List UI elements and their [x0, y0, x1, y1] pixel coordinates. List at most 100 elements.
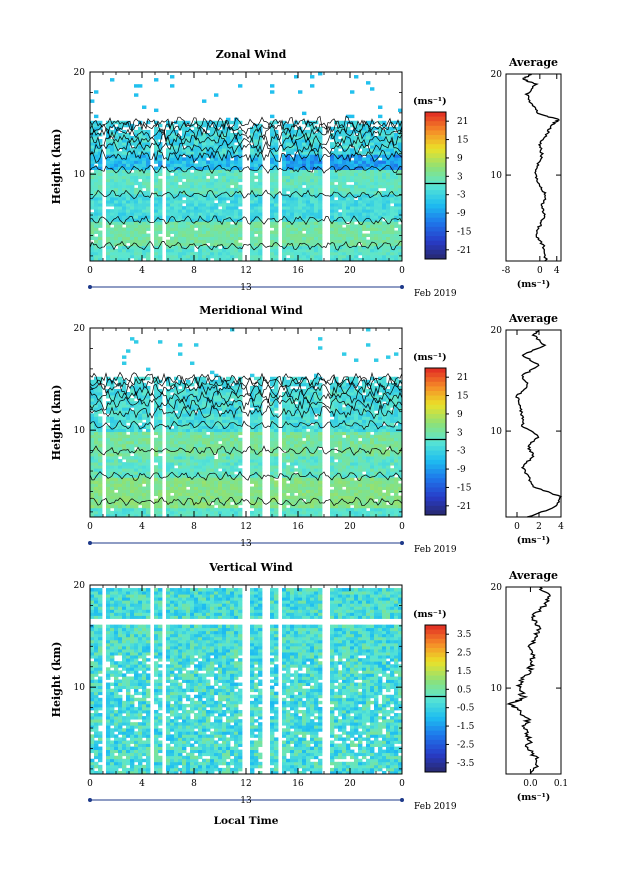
heatmap-cell: [94, 236, 99, 241]
heatmap-cell: [178, 187, 183, 192]
heatmap-cell: [390, 221, 395, 225]
heatmap-cell: [214, 227, 219, 231]
heatmap-cell: [350, 163, 355, 167]
heatmap-cell: [346, 129, 351, 134]
heatmap-cell: [342, 212, 347, 216]
heatmap-cell: [182, 254, 187, 259]
heatmap-cell: [226, 132, 231, 137]
heatmap-cell: [186, 221, 191, 225]
heatmap-cell: [258, 251, 263, 256]
heatmap-cell: [134, 385, 139, 390]
heatmap-cell: [342, 129, 347, 134]
heatmap-cell: [94, 498, 99, 503]
heatmap-cell: [238, 401, 243, 405]
heatmap-cell: [274, 145, 279, 149]
heatmap-cell: [178, 206, 183, 210]
heatmap-cell: [170, 446, 175, 451]
heatmap-cell: [290, 172, 295, 177]
heatmap-cell: [238, 513, 243, 517]
heatmap-cell: [126, 486, 131, 490]
heatmap-cell: [202, 218, 207, 222]
heatmap-cell: [282, 163, 287, 167]
heatmap-cell: [258, 382, 263, 387]
heatmap-cell: [114, 230, 119, 234]
heatmap-cell: [174, 392, 179, 396]
heatmap-cell: [126, 163, 131, 167]
heatmap-cell: [366, 200, 371, 204]
heatmap-cell: [370, 169, 375, 173]
heatmap-cell: [394, 175, 399, 180]
heatmap-cell: [282, 510, 287, 515]
heatmap-cell: [290, 151, 295, 155]
heatmap-cell: [230, 507, 235, 512]
heatmap-cell: [230, 224, 235, 228]
heatmap-cell: [154, 206, 159, 210]
heatmap-cell: [222, 462, 227, 466]
heatmap-cell: [238, 129, 243, 134]
heatmap-cell: [310, 193, 315, 198]
heatmap-cell: [274, 513, 279, 517]
heatmap-cell: [170, 224, 175, 228]
heatmap-cell: [90, 495, 95, 500]
heatmap-cell: [318, 187, 323, 192]
heatmap-cell: [190, 166, 195, 170]
average-x-tick-label: 4: [554, 266, 560, 276]
heatmap-cell: [154, 108, 159, 113]
heatmap-cell: [118, 459, 123, 463]
heatmap-cell: [170, 154, 175, 158]
heatmap-cell: [170, 471, 175, 475]
contour-line: [90, 125, 402, 142]
heatmap-cell: [250, 148, 255, 152]
heatmap-cell: [138, 200, 143, 204]
heatmap-cell: [282, 239, 287, 244]
heatmap-cell: [282, 184, 287, 189]
heatmap-cell: [274, 200, 279, 204]
heatmap-cell: [258, 157, 263, 161]
heatmap-cell: [354, 166, 359, 170]
heatmap-cell: [114, 437, 119, 442]
heatmap-cell: [146, 239, 151, 244]
heatmap-cell: [142, 160, 147, 164]
heatmap-cell: [182, 212, 187, 216]
heatmap-cell: [106, 452, 111, 457]
heatmap-cell: [222, 148, 227, 152]
heatmap-cell: [226, 477, 231, 481]
heatmap-cell: [234, 139, 239, 143]
heatmap-cell: [122, 230, 127, 234]
heatmap-cell: [118, 175, 123, 180]
heatmap-cell: [110, 203, 115, 207]
heatmap-cell: [254, 446, 259, 451]
heatmap-cell: [118, 477, 123, 481]
heatmap-cell: [90, 425, 95, 429]
heatmap-cell: [398, 209, 402, 213]
heatmap-cell: [122, 184, 127, 189]
heatmap-cell: [302, 212, 307, 216]
heatmap-cell: [226, 392, 231, 396]
colorbar-segment: [425, 217, 446, 223]
heatmap-cell: [146, 215, 151, 219]
heatmap-cell: [110, 227, 115, 231]
heatmap-cell: [198, 245, 203, 250]
heatmap-cell: [334, 203, 339, 207]
heatmap-cell: [214, 154, 219, 158]
heatmap-cell: [230, 236, 235, 241]
heatmap-cell: [274, 452, 279, 457]
heatmap-cell: [190, 401, 195, 405]
heatmap-cell: [294, 120, 299, 125]
heatmap-cell: [202, 486, 207, 490]
heatmap-cell: [178, 203, 183, 207]
heatmap-cell: [342, 203, 347, 207]
heatmap-cell: [134, 203, 139, 207]
heatmap-cell: [126, 148, 131, 152]
heatmap-cell: [182, 437, 187, 442]
heatmap-cell: [238, 178, 243, 183]
heatmap-cell: [270, 154, 275, 158]
heatmap-cell: [238, 175, 243, 180]
heatmap-cell: [366, 184, 371, 189]
heatmap-cell: [222, 404, 227, 408]
heatmap-cell: [258, 425, 263, 429]
heatmap-cell: [222, 145, 227, 149]
heatmap-cell: [310, 233, 315, 238]
heatmap-cell: [166, 178, 171, 183]
heatmap-cell: [366, 132, 371, 137]
